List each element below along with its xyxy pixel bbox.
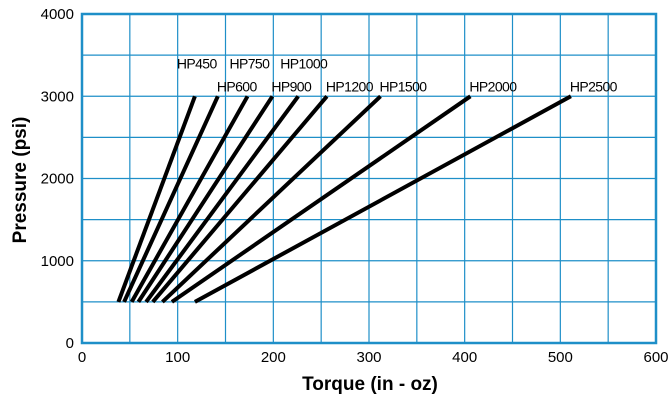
series-lines bbox=[116, 94, 572, 304]
series-label-hp450: HP450 bbox=[177, 55, 218, 71]
series-line-hp900 bbox=[136, 95, 275, 303]
series-line-hp1500 bbox=[161, 94, 382, 304]
series-line-hp2500 bbox=[193, 94, 572, 304]
y-tick-label: 4000 bbox=[41, 6, 74, 23]
series-label-hp600: HP600 bbox=[217, 78, 258, 94]
series-label-hp900: HP900 bbox=[271, 78, 312, 94]
series-label-hp2500: HP2500 bbox=[570, 78, 618, 94]
y-tick-label: 0 bbox=[66, 335, 74, 352]
x-tick-label: 300 bbox=[356, 349, 381, 366]
series-label-hp750: HP750 bbox=[230, 55, 271, 71]
y-tick-label: 1000 bbox=[41, 253, 74, 270]
series-line-hp750 bbox=[129, 95, 250, 303]
x-tick-label: 100 bbox=[165, 349, 190, 366]
x-tick-label: 200 bbox=[261, 349, 286, 366]
y-tick-label: 2000 bbox=[41, 171, 74, 188]
y-axis-label: Pressure (psi) bbox=[10, 117, 31, 244]
grid bbox=[82, 14, 656, 343]
series-line-hp450 bbox=[116, 95, 197, 303]
y-tick-label: 3000 bbox=[41, 88, 74, 105]
x-tick-label: 500 bbox=[548, 349, 573, 366]
series-label-hp1000: HP1000 bbox=[280, 55, 328, 71]
series-label-hp1200: HP1200 bbox=[326, 78, 374, 94]
series-line-hp2000 bbox=[170, 94, 472, 304]
series-line-hp600 bbox=[122, 95, 220, 303]
x-tick-label: 0 bbox=[78, 349, 86, 366]
x-tick-label: 600 bbox=[643, 349, 668, 366]
plot-border bbox=[80, 12, 658, 345]
y-axis-ticks: 0 1000 2000 3000 4000 bbox=[41, 6, 74, 352]
series-line-hp1200 bbox=[151, 95, 329, 304]
x-axis-ticks: 0 100 200 300 400 500 600 bbox=[78, 349, 669, 366]
x-axis-label: Torque (in - oz) bbox=[302, 374, 438, 395]
series-line-hp1000 bbox=[144, 95, 300, 304]
series-label-hp1500: HP1500 bbox=[379, 78, 427, 94]
x-tick-label: 400 bbox=[452, 349, 477, 366]
plot-frame bbox=[80, 12, 658, 345]
series-label-hp2000: HP2000 bbox=[469, 78, 517, 94]
